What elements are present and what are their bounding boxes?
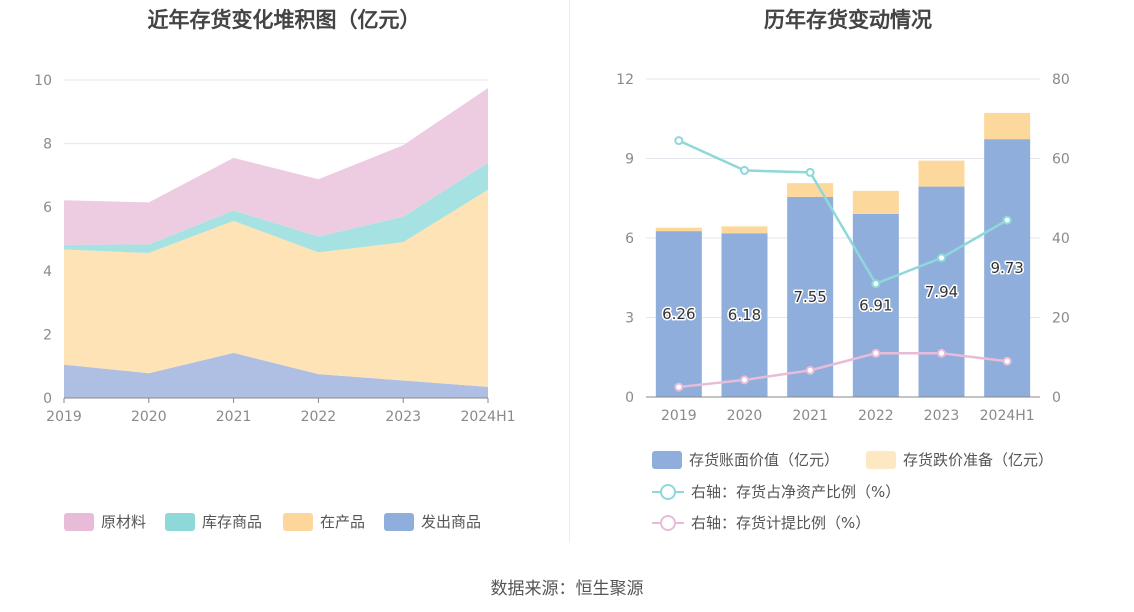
line-point (805, 167, 815, 177)
bar-segment (787, 183, 834, 197)
y-tick-label: 2 (43, 327, 52, 343)
legend-line-marker-icon (652, 514, 684, 532)
x-tick-label: 2022 (858, 408, 894, 424)
bar-segment (918, 160, 965, 187)
legend-item-impairment[interactable]: 存货跌价准备（亿元） (866, 449, 1053, 470)
bar-segment (787, 196, 834, 397)
line-point (871, 279, 881, 289)
legend-swatch (384, 512, 414, 531)
x-tick-label: 2021 (792, 408, 828, 424)
bar-segment (655, 231, 702, 397)
legend-label: 右轴：存货占净资产比例（%） (691, 483, 901, 501)
y-tick-label: 6 (43, 200, 52, 216)
y-tick-label: 0 (43, 391, 52, 407)
data-source: 数据来源：恒生聚源 (490, 579, 644, 599)
line-point (740, 375, 749, 385)
series-line (678, 352, 1008, 389)
legend-item-net-asset-ratio[interactable]: 右轴：存货占净资产比例（%） (652, 481, 900, 502)
x-tick-label: 2020 (727, 408, 763, 424)
y-tick-label-right: 20 (1052, 311, 1070, 327)
area-band (64, 189, 488, 387)
area-band (64, 352, 488, 398)
legend-label: 发出商品 (421, 513, 482, 531)
y-tick-label-right: 80 (1052, 72, 1070, 88)
legend-swatch (652, 450, 682, 469)
y-tick-label-right: 40 (1052, 231, 1070, 247)
bar-line-chart-panel: 历年存货变动情况 0 3 6 9 12 0 20 40 60 80 2019 2020 2021 2022… (570, 0, 1134, 545)
legend-item-finished-goods[interactable]: 库存商品 (165, 511, 262, 532)
legend-swatch (64, 512, 94, 531)
bar-segment (655, 227, 702, 232)
stacked-area-chart-panel: 近年存货变化堆积图（亿元） 0 2 4 6 8 10 2019 2020 2021 2022 202… (0, 0, 568, 545)
series-line (678, 139, 1008, 286)
y-tick-label: 4 (43, 264, 52, 280)
legend-label: 在产品 (320, 513, 366, 531)
bar-segment (852, 213, 899, 397)
x-tick-label: 2023 (924, 408, 960, 424)
area-band (64, 87, 488, 245)
legend-swatch (866, 450, 896, 469)
legend-item-book-value[interactable]: 存货账面价值（亿元） (652, 449, 839, 470)
bar-value-label: 6.91 (859, 296, 892, 314)
bar-segment (918, 186, 965, 397)
right-chart-title: 历年存货变动情况 (764, 8, 932, 32)
legend-item-work-in-progress[interactable]: 在产品 (283, 511, 365, 532)
stacked-area-chart: 0 2 4 6 8 10 2019 2020 2021 2022 2023 2024H1 (34, 73, 515, 425)
x-tick-label: 2019 (661, 408, 697, 424)
legend-label: 原材料 (101, 513, 147, 531)
x-tick-label: 2022 (301, 409, 337, 425)
bar-value-label: 9.73 (990, 259, 1023, 277)
x-tick-label: 2020 (131, 409, 167, 425)
y-tick-label-left: 0 (625, 390, 634, 406)
line-point (937, 253, 946, 263)
y-tick-label-left: 3 (625, 311, 634, 327)
y-tick-label-left: 6 (625, 231, 634, 247)
bar-segment (984, 139, 1031, 397)
legend-label: 存货跌价准备（亿元） (903, 451, 1054, 469)
bar-line-combo-chart: 0 3 6 9 12 0 20 40 60 80 2019 2020 2021 2022 2023 2024H… (616, 72, 1070, 424)
bar-segment (852, 190, 899, 214)
legend-label: 库存商品 (202, 513, 263, 531)
y-tick-label-right: 0 (1052, 390, 1061, 406)
line-point (1002, 356, 1012, 366)
bar-segment (984, 112, 1031, 140)
legend-line-marker-icon (652, 483, 684, 501)
area-band (64, 162, 488, 253)
panel-divider (569, 0, 570, 543)
legend-item-provision-ratio[interactable]: 右轴：存货计提比例（%） (652, 512, 870, 533)
line-point (1002, 215, 1012, 225)
y-tick-label: 10 (34, 73, 52, 89)
x-tick-label: 2024H1 (980, 408, 1035, 424)
left-chart-title: 近年存货变化堆积图（亿元） (147, 8, 421, 32)
y-tick-label-left: 12 (616, 72, 634, 88)
bar-value-label: 7.55 (793, 288, 826, 306)
line-point (871, 348, 881, 358)
bar-value-label: 7.94 (925, 283, 958, 301)
x-tick-label: 2019 (46, 409, 82, 425)
line-point (740, 165, 749, 175)
line-point (937, 348, 946, 358)
bar-segment (721, 226, 768, 234)
y-tick-label-left: 9 (625, 152, 634, 168)
y-tick-label: 8 (43, 137, 52, 153)
legend-item-goods-shipped[interactable]: 发出商品 (384, 511, 481, 532)
y-tick-label-right: 60 (1052, 152, 1070, 168)
x-tick-label: 2023 (385, 409, 421, 425)
x-tick-label: 2021 (216, 409, 252, 425)
line-point (674, 382, 684, 392)
x-tick-label: 2024H1 (460, 409, 515, 425)
legend-swatch (283, 512, 313, 531)
line-point (674, 136, 684, 146)
legend-item-raw-materials[interactable]: 原材料 (64, 511, 146, 532)
legend-label: 右轴：存货计提比例（%） (691, 514, 871, 532)
legend-label: 存货账面价值（亿元） (689, 451, 840, 469)
bar-segment (721, 233, 768, 397)
bar-value-label: 6.26 (662, 305, 695, 323)
bar-value-label: 6.18 (728, 306, 761, 324)
line-point (805, 365, 815, 375)
legend-swatch (165, 512, 195, 531)
